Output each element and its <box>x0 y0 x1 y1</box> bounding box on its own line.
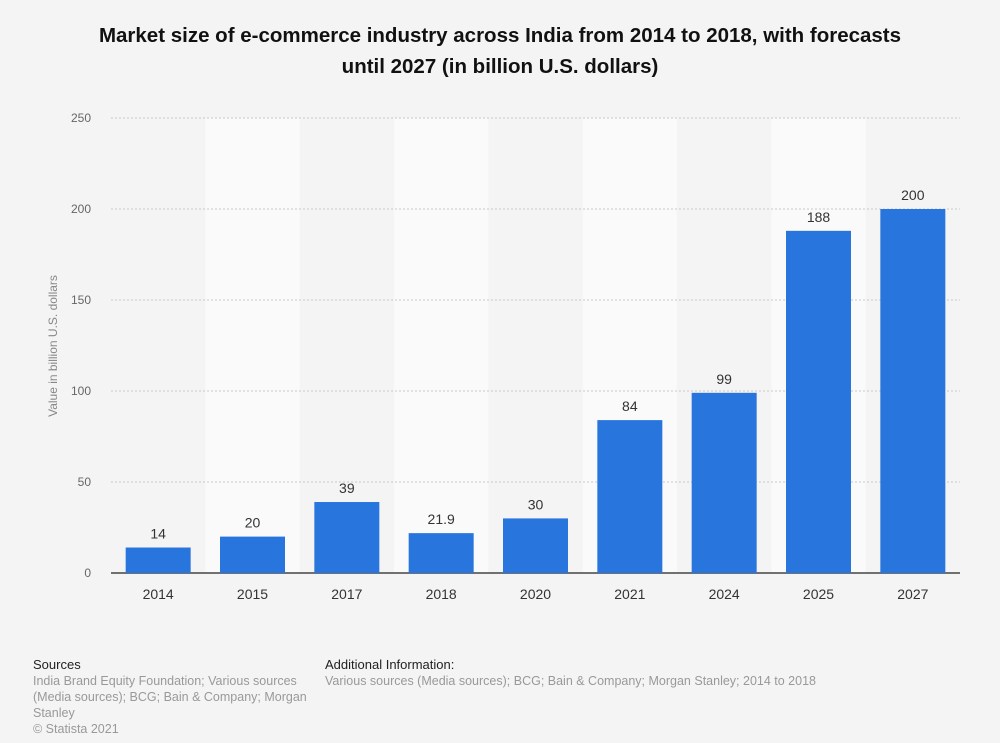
y-tick-label: 250 <box>71 111 91 125</box>
bar-value-label: 14 <box>150 526 166 542</box>
y-axis-label: Value in billion U.S. dollars <box>46 275 60 417</box>
bar <box>597 420 663 573</box>
sources-heading: Sources <box>33 657 81 672</box>
x-tick-label: 2017 <box>331 586 362 602</box>
chart-title-line-1: Market size of e-commerce industry acros… <box>98 24 902 47</box>
bar-value-label: 188 <box>807 209 831 225</box>
additional-information-heading: Additional Information: <box>325 657 455 672</box>
chart-title: Market size of e-commerce industry acros… <box>60 20 940 82</box>
y-tick-label: 200 <box>71 202 91 216</box>
column-band <box>205 118 300 573</box>
y-tick-label: 100 <box>71 384 91 398</box>
bar <box>220 536 285 573</box>
column-band <box>394 118 489 573</box>
x-tick-label: 2024 <box>709 586 740 602</box>
x-tick-label: 2020 <box>520 586 551 602</box>
bar-value-label: 21.9 <box>428 511 455 527</box>
y-tick-label: 150 <box>71 293 91 307</box>
bar-value-label: 30 <box>528 496 544 512</box>
chart-title-line-2: until 2027 (in billion U.S. dollars) <box>341 55 659 78</box>
x-tick-label: 2014 <box>143 586 174 602</box>
bar <box>503 518 568 573</box>
bar-value-label: 200 <box>901 187 925 203</box>
bar <box>125 547 191 573</box>
sources-line: (Media sources); BCG; Bain & Company; Mo… <box>33 690 307 704</box>
sources-block: Sources India Brand Equity Foundation; V… <box>33 657 313 737</box>
bar <box>880 209 946 573</box>
additional-information-text: Various sources (Media sources); BCG; Ba… <box>325 674 816 688</box>
x-tick-label: 2027 <box>897 586 928 602</box>
x-tick-label: 2018 <box>426 586 457 602</box>
bar-chart: 0 50 100 150 200 250 14 2014 20 2015 39 2017 21.9 201… <box>46 111 960 602</box>
x-tick-label: 2015 <box>237 586 268 602</box>
bar <box>786 230 851 573</box>
additional-information-block: Additional Information: Various sources … <box>325 657 965 689</box>
bar-value-label: 20 <box>245 515 261 531</box>
bar <box>408 533 474 573</box>
bar-value-label: 84 <box>622 398 638 414</box>
y-tick-label: 0 <box>84 566 91 580</box>
bar <box>691 392 757 573</box>
x-tick-label: 2021 <box>614 586 645 602</box>
sources-line: Stanley <box>33 706 75 720</box>
y-tick-label: 50 <box>78 475 92 489</box>
bar-value-label: 39 <box>339 480 355 496</box>
copyright: © Statista 2021 <box>33 722 119 736</box>
bar <box>314 502 380 573</box>
sources-line: India Brand Equity Foundation; Various s… <box>33 674 297 688</box>
bar-value-label: 99 <box>716 371 732 387</box>
x-tick-label: 2025 <box>803 586 834 602</box>
